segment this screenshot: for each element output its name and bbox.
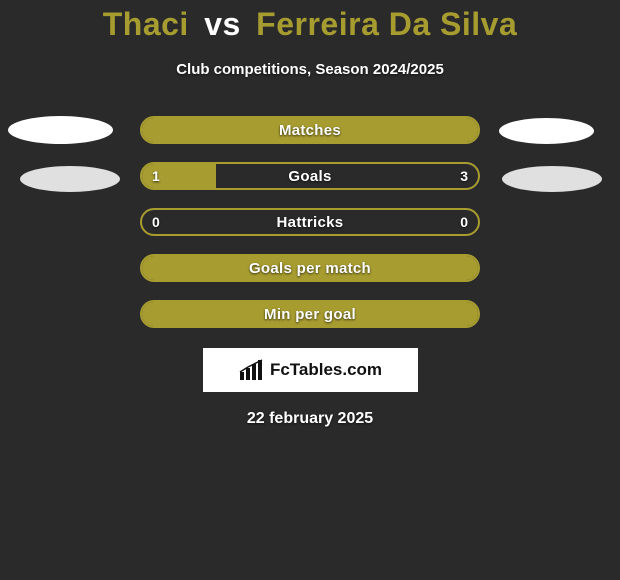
chart-area: Matches 1 Goals 3 0 Hattricks 0 Goals pe… bbox=[0, 116, 620, 428]
stat-row-hattricks: 0 Hattricks 0 bbox=[140, 208, 480, 236]
stat-value-right: 0 bbox=[460, 210, 468, 234]
subtitle: Club competitions, Season 2024/2025 bbox=[0, 61, 620, 78]
title-player1: Thaci bbox=[103, 6, 189, 42]
bars-icon bbox=[238, 358, 266, 382]
stat-row-matches: Matches bbox=[140, 116, 480, 144]
title-vs: vs bbox=[204, 6, 241, 42]
player1-marker-mid bbox=[20, 166, 120, 192]
logo: FcTables.com bbox=[203, 348, 418, 392]
page-title: Thaci vs Ferreira Da Silva bbox=[0, 0, 620, 43]
stat-label: Goals per match bbox=[142, 256, 478, 280]
title-player2: Ferreira Da Silva bbox=[256, 6, 517, 42]
player1-marker-top bbox=[8, 116, 113, 144]
stat-label: Min per goal bbox=[142, 302, 478, 326]
player2-marker-mid bbox=[502, 166, 602, 192]
date: 22 february 2025 bbox=[0, 410, 620, 428]
stat-rows: Matches 1 Goals 3 0 Hattricks 0 Goals pe… bbox=[140, 116, 480, 328]
logo-text: FcTables.com bbox=[270, 360, 382, 380]
stat-label: Goals bbox=[142, 164, 478, 188]
stat-row-goals-per-match: Goals per match bbox=[140, 254, 480, 282]
stat-label: Hattricks bbox=[142, 210, 478, 234]
stat-label: Matches bbox=[142, 118, 478, 142]
stat-row-min-per-goal: Min per goal bbox=[140, 300, 480, 328]
stat-row-goals: 1 Goals 3 bbox=[140, 162, 480, 190]
player2-marker-top bbox=[499, 118, 594, 144]
stat-value-right: 3 bbox=[460, 164, 468, 188]
